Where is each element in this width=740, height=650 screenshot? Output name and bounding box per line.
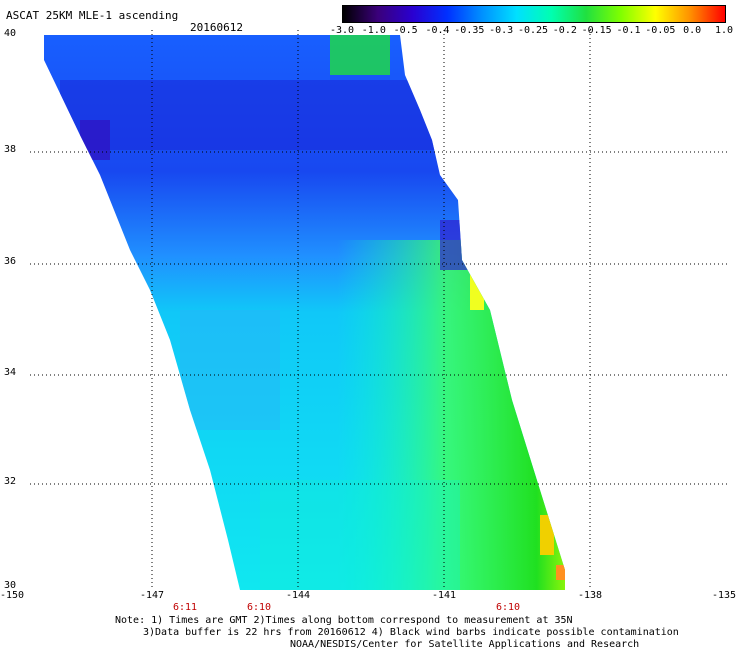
- lat-label-30: 30: [4, 580, 17, 591]
- colorbar-tick-label: -0.05: [645, 25, 676, 36]
- note-line-1: Note: 1) Times are GMT 2)Times along bot…: [115, 615, 573, 626]
- lat-label-38: 38: [4, 144, 17, 155]
- map-date: 20160612: [190, 21, 243, 34]
- colorbar-tick-label: -3.0: [329, 25, 355, 36]
- time-label: 6:11: [172, 602, 198, 613]
- lat-label-40: 40: [4, 28, 17, 39]
- colorbar-tick-label: -1.0: [361, 25, 386, 36]
- colorbar-tick-label: -0.25: [517, 25, 549, 36]
- wind-field: [44, 35, 565, 590]
- time-label: 6:10: [495, 602, 521, 613]
- time-label: 6:10: [246, 602, 272, 613]
- lon-label-150: -150: [0, 590, 25, 601]
- lat-label-36: 36: [4, 256, 17, 267]
- colorbar: [342, 5, 726, 23]
- lon-label-135: -135: [711, 590, 737, 601]
- map-title: ASCAT 25KM MLE-1 ascending: [6, 9, 179, 22]
- note-line-2: 3)Data buffer is 22 hrs from 20160612 4)…: [143, 627, 679, 638]
- colorbar-tick-label: 1.0: [714, 25, 734, 36]
- lon-label-144: -144: [285, 590, 311, 601]
- colorbar-tick-label: 0.0: [683, 25, 702, 36]
- lat-label-34: 34: [4, 367, 17, 378]
- colorbar-tick-label: -0.3: [489, 25, 514, 36]
- colorbar-tick-label: -0.5: [393, 25, 418, 36]
- note-line-3: NOAA/NESDIS/Center for Satellite Applica…: [290, 639, 640, 650]
- colorbar-tick-label: -0.1: [616, 25, 641, 36]
- colorbar-tick-label: -0.2: [552, 25, 577, 36]
- colorbar-tick-label: -0.15: [581, 25, 612, 36]
- lon-label-141: -141: [431, 590, 457, 601]
- lon-label-138: -138: [577, 590, 603, 601]
- graticule: [30, 30, 730, 588]
- lat-label-32: 32: [4, 476, 17, 487]
- lon-label-147: -147: [139, 590, 165, 601]
- colorbar-tick-label: -0.4: [425, 25, 450, 36]
- colorbar-tick-label: -0.35: [454, 25, 485, 36]
